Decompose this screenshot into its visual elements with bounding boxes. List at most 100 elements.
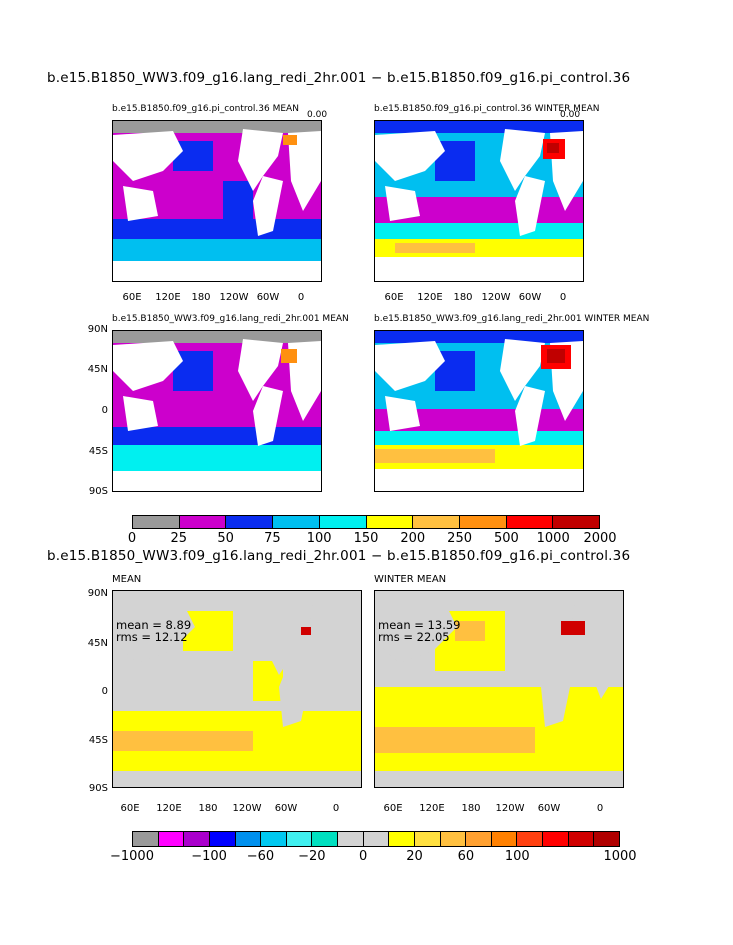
lat-label: 90N <box>87 324 108 335</box>
colorbar-swatch <box>366 516 414 528</box>
panel-title-control-winter: b.e15.B1850.f09_g16.pi_control.36 WINTER… <box>374 104 600 114</box>
map-ww3-winter <box>374 330 584 492</box>
map-graphic <box>375 331 583 491</box>
map-control-mean <box>112 120 322 282</box>
map-graphic <box>375 591 623 787</box>
panel-title-ww3-mean: b.e15.B1850_WW3.f09_g16.lang_redi_2hr.00… <box>112 314 349 324</box>
colorbar-swatch <box>338 832 364 846</box>
colorbar-label: −20 <box>298 849 326 864</box>
colorbar-swatch <box>261 832 287 846</box>
colorbar-label: 50 <box>217 531 234 546</box>
lon-label: 120E <box>155 292 181 303</box>
colorbar-swatch <box>158 832 185 846</box>
lon-label: 60W <box>518 292 542 303</box>
colorbar-label: 2000 <box>583 531 617 546</box>
colorbar-label: 75 <box>264 531 281 546</box>
lon-label: 0 <box>596 803 604 814</box>
colorbar-swatch <box>568 832 595 846</box>
lon-label: 120W <box>219 292 249 303</box>
colorbar-swatch <box>594 832 619 846</box>
colorbar-swatch <box>226 516 274 528</box>
lon-label: 180 <box>461 803 481 814</box>
lon-label: 120E <box>419 803 445 814</box>
top-figure-title: b.e15.B1850_WW3.f09_g16.lang_redi_2hr.00… <box>47 70 631 86</box>
lon-label: 60E <box>383 803 403 814</box>
colorbar-label: 60 <box>457 849 475 864</box>
map-diff-mean <box>112 590 362 788</box>
colorbar-swatch <box>491 832 518 846</box>
map-diff-winter <box>374 590 624 788</box>
colorbar-label: 200 <box>400 531 426 546</box>
lon-label: 120E <box>417 292 443 303</box>
lat-label: 45S <box>88 446 108 457</box>
panel-title-diff-winter: WINTER MEAN <box>374 574 447 585</box>
map-graphic <box>113 331 321 491</box>
colorbar-label: 1000 <box>536 531 570 546</box>
colorbar-label: −60 <box>246 849 275 864</box>
colorbar-label: 250 <box>447 531 472 546</box>
panel-title-ww3-winter: b.e15.B1850_WW3.f09_g16.lang_redi_2hr.00… <box>374 314 650 324</box>
stat-mean: mean = 8.89 <box>116 618 192 632</box>
lon-label: 60E <box>384 292 404 303</box>
lon-label: 60W <box>256 292 280 303</box>
colorbar-label: −1000 <box>110 849 154 864</box>
top-colorbar <box>132 515 600 529</box>
lon-label: 180 <box>191 292 211 303</box>
map-graphic <box>113 121 321 281</box>
colorbar-swatch <box>133 516 180 528</box>
corner-value: 0.00 <box>307 110 328 120</box>
colorbar-swatch <box>517 832 543 846</box>
lat-label: 45N <box>87 638 108 649</box>
colorbar-swatch <box>209 832 236 846</box>
lon-label: 180 <box>198 803 218 814</box>
colorbar-label: 1000 <box>603 849 637 864</box>
lon-label: 120W <box>481 292 511 303</box>
colorbar-swatch <box>413 516 460 528</box>
colorbar-swatch <box>133 832 159 846</box>
lon-label: 0 <box>332 803 340 814</box>
panel-title-control-mean: b.e15.B1850.f09_g16.pi_control.36 MEAN <box>112 104 299 114</box>
lat-label: 45S <box>88 735 108 746</box>
lon-label: 0 <box>297 292 305 303</box>
colorbar-label: −100 <box>191 849 227 864</box>
colorbar-label: 500 <box>493 531 519 546</box>
lat-label: 90N <box>87 588 108 599</box>
stat-mean: mean = 13.59 <box>378 618 461 632</box>
lon-label: 60E <box>122 292 142 303</box>
colorbar-swatch <box>184 832 210 846</box>
colorbar-label: 0 <box>127 531 137 546</box>
lon-label: 120W <box>495 803 525 814</box>
colorbar-label: 150 <box>353 531 379 546</box>
colorbar-swatch <box>553 516 600 528</box>
top-colorbar-labels: 0 25 50 75 100 150 200 250 500 1000 2000 <box>128 531 617 547</box>
lat-label: 90S <box>88 486 108 497</box>
lon-label: 60W <box>537 803 561 814</box>
panel-title-diff-mean: MEAN <box>112 574 142 585</box>
bottom-colorbar-labels: −1000 −100 −60 −20 0 20 60 100 1000 <box>110 849 637 865</box>
lon-label: 120E <box>156 803 182 814</box>
lat-label: 0 <box>101 686 108 697</box>
colorbar-swatch <box>363 832 390 846</box>
colorbar-swatch <box>179 516 227 528</box>
map-control-winter <box>374 120 584 282</box>
colorbar-label: 20 <box>406 849 423 864</box>
lon-label: 180 <box>453 292 473 303</box>
map-graphic <box>375 121 583 281</box>
lat-label: 0 <box>101 405 108 416</box>
colorbar-swatch <box>440 832 467 846</box>
colorbar-label: 100 <box>306 531 332 546</box>
stat-rms: rms = 22.05 <box>378 630 450 644</box>
colorbar-swatch <box>459 516 507 528</box>
stat-rms: rms = 12.12 <box>116 630 188 644</box>
colorbar-swatch <box>319 516 367 528</box>
colorbar-swatch <box>312 832 338 846</box>
colorbar-swatch <box>389 832 415 846</box>
colorbar-swatch <box>506 516 554 528</box>
bottom-figure-title: b.e15.B1850_WW3.f09_g16.lang_redi_2hr.00… <box>47 548 631 564</box>
colorbar-label: 100 <box>504 849 530 864</box>
colorbar-swatch <box>273 516 320 528</box>
colorbar-swatch <box>235 832 262 846</box>
lon-label: 60E <box>120 803 140 814</box>
colorbar-swatch <box>543 832 569 846</box>
colorbar-label: 25 <box>170 531 188 546</box>
